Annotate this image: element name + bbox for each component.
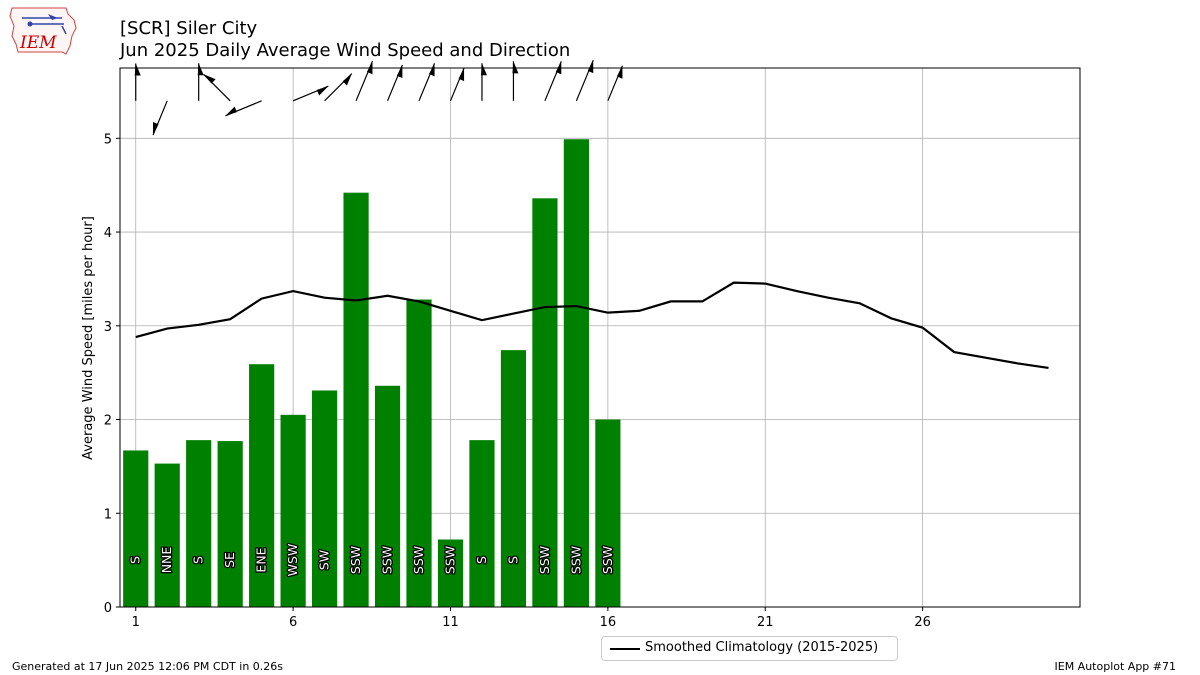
direction-label-day-9: SSW xyxy=(380,546,395,574)
wind-arrow-day-13 xyxy=(512,61,519,101)
climatology-series xyxy=(135,281,1049,370)
plot-frame xyxy=(119,67,1081,608)
wind-arrow-head xyxy=(316,86,329,96)
direction-label-day-12: S xyxy=(474,556,489,564)
direction-label-day-6: WSW xyxy=(285,544,300,577)
bar-day-4 xyxy=(217,441,243,607)
iem-logo: IEM xyxy=(8,6,80,58)
chart-title-station: [SCR] Siler City xyxy=(120,18,258,39)
bar-day-13 xyxy=(500,350,527,607)
x-tick-label: 26 xyxy=(914,615,931,630)
wind-arrow-day-14 xyxy=(544,61,562,102)
y-tick-label: 0 xyxy=(104,601,112,616)
bar-day-16 xyxy=(595,419,621,607)
footer-generated: Generated at 17 Jun 2025 12:06 PM CDT in… xyxy=(12,660,284,673)
bar-day-3 xyxy=(186,440,212,607)
wind-arrow-head xyxy=(587,60,594,74)
bar-day-15 xyxy=(563,139,589,607)
direction-label-day-13: S xyxy=(505,556,520,564)
wind-arrow-head xyxy=(616,65,623,79)
wind-arrow-head xyxy=(153,122,159,136)
direction-label-day-5: ENE xyxy=(254,547,269,572)
bar-day-1 xyxy=(123,450,149,607)
x-tick-label: 11 xyxy=(442,615,459,630)
wind-arrow-day-2 xyxy=(152,100,168,136)
x-tick-label: 21 xyxy=(757,615,774,630)
y-tick-label: 5 xyxy=(104,132,112,147)
direction-label-day-16: SSW xyxy=(600,546,615,574)
x-tick-label: 6 xyxy=(289,615,297,630)
wind-arrow-day-15 xyxy=(575,59,594,102)
direction-label-day-15: SSW xyxy=(568,546,583,574)
y-tick-label: 2 xyxy=(104,414,112,429)
direction-label-day-2: NNE xyxy=(159,547,174,574)
bar-day-6 xyxy=(280,414,306,607)
bar-day-10 xyxy=(406,299,432,607)
y-tick-label: 4 xyxy=(104,226,112,241)
climatology-line xyxy=(135,281,1049,370)
wind-arrows xyxy=(134,59,623,136)
wind-arrow-day-10 xyxy=(418,63,436,102)
wind-arrow-head xyxy=(134,63,141,76)
direction-label-day-14: SSW xyxy=(537,546,552,574)
wind-arrow-head xyxy=(512,61,519,74)
wind-arrow-head xyxy=(203,74,216,84)
y-tick-label: 1 xyxy=(104,507,112,522)
footer-app: IEM Autoplot App #71 xyxy=(1054,660,1177,673)
bars xyxy=(123,139,621,608)
direction-label-day-1: S xyxy=(128,556,143,564)
wind-arrow-day-7 xyxy=(324,73,353,102)
wind-arrow-day-8 xyxy=(355,61,374,102)
direction-label-day-8: SSW xyxy=(348,546,363,574)
bar-day-5 xyxy=(249,364,275,607)
x-tick-label: 16 xyxy=(600,615,617,630)
wind-arrow-day-16 xyxy=(607,65,623,102)
iem-logo-graphic: IEM xyxy=(9,7,77,55)
direction-label-day-7: SW xyxy=(317,550,332,570)
wind-arrow-day-11 xyxy=(449,67,465,102)
chart-title: Jun 2025 Daily Average Wind Speed and Di… xyxy=(120,40,571,61)
x-tick-label: 1 xyxy=(132,615,140,630)
iem-logo-text: IEM xyxy=(19,33,57,53)
wind-arrow-head xyxy=(429,63,435,77)
bar-day-14 xyxy=(532,198,558,607)
direction-labels: S NNE S SE ENE WSW SW SSW SSW SSW SSW S S SSW SSW SSW xyxy=(126,542,616,577)
bar-day-7 xyxy=(312,390,338,607)
wind-arrow-day-9 xyxy=(386,64,403,102)
legend-line-swatch xyxy=(610,648,640,650)
wind-arrow-head xyxy=(225,106,237,116)
wind-arrow-day-1 xyxy=(134,63,141,101)
y-tick-label: 3 xyxy=(104,320,112,335)
bar-day-9 xyxy=(374,385,401,607)
wind-arrow-day-3 xyxy=(197,63,204,101)
wind-arrow-head xyxy=(458,68,465,82)
direction-label-day-4: SE xyxy=(222,552,237,568)
legend-label: Smoothed Climatology (2015-2025) xyxy=(645,640,879,655)
wind-arrow-head xyxy=(342,73,352,86)
direction-label-day-3: S xyxy=(191,556,206,564)
legend: Smoothed Climatology (2015-2025) xyxy=(601,636,898,661)
y-axis-label: Average Wind Speed [miles per hour] xyxy=(81,216,96,460)
wind-arrow-head xyxy=(197,63,204,76)
bar-day-11 xyxy=(437,539,464,607)
bar-day-12 xyxy=(469,440,495,607)
wind-arrow-day-5 xyxy=(225,100,262,117)
direction-label-day-11: SSW xyxy=(442,546,457,574)
bar-day-2 xyxy=(154,463,180,607)
wind-arrow-day-12 xyxy=(480,63,487,101)
direction-label-day-10: SSW xyxy=(411,546,426,574)
wind-arrow-day-4 xyxy=(203,73,231,102)
bar-day-8 xyxy=(343,192,369,608)
wind-arrow-day-6 xyxy=(292,85,329,102)
wind-arrow-head xyxy=(480,63,487,76)
